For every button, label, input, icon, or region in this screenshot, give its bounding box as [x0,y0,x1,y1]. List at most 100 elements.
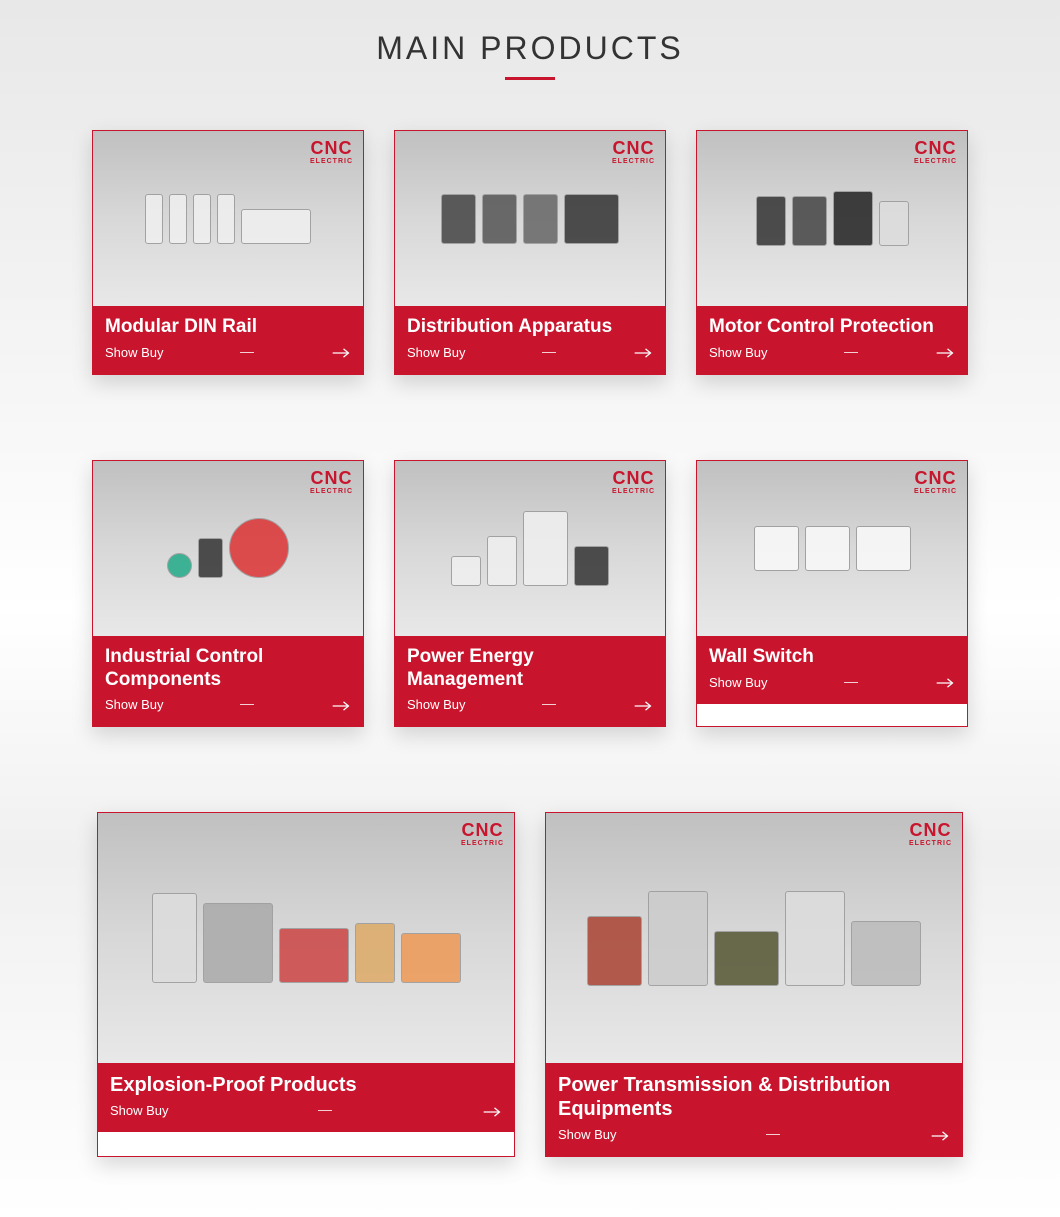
product-placeholder [451,511,609,586]
show-buy-label[interactable]: Show Buy [105,697,164,712]
card-action-row: Show Buy [709,345,955,360]
card-title: Power Energy Management [407,646,653,692]
product-card-power-transmission[interactable]: CNC ELECTRIC Power Transmission & Distri… [545,812,963,1157]
product-placeholder [756,191,909,246]
brand-sub: ELECTRIC [612,487,655,496]
arrow-right-icon[interactable] [331,346,351,358]
product-card-modular-din-rail[interactable]: CNC ELECTRIC Modular DIN Rail Show Buy [92,130,364,375]
product-placeholder [441,194,619,244]
product-card-distribution-apparatus[interactable]: CNC ELECTRIC Distribution Apparatus Show… [394,130,666,375]
card-title: Explosion-Proof Products [110,1073,502,1097]
brand-sub: ELECTRIC [909,839,952,848]
product-image: CNC ELECTRIC [98,813,514,1063]
dash-icon [844,352,858,353]
brand-sub: ELECTRIC [310,487,353,496]
arrow-right-icon[interactable] [482,1105,502,1117]
brand-logo: CNC ELECTRIC [310,469,353,496]
dash-icon [542,352,556,353]
card-title: Motor Control Protection [709,316,955,339]
dash-icon [844,682,858,683]
card-footer: Explosion-Proof Products Show Buy [98,1063,514,1132]
product-image: CNC ELECTRIC [93,461,363,636]
arrow-right-icon[interactable] [935,346,955,358]
card-title: Wall Switch [709,646,955,669]
arrow-right-icon[interactable] [633,699,653,711]
product-row-1: CNC ELECTRIC Modular DIN Rail Show Buy [0,130,1060,375]
dash-icon [318,1110,332,1111]
brand-main: CNC [914,139,957,157]
card-action-row: Show Buy [105,345,351,360]
brand-sub: ELECTRIC [612,157,655,166]
brand-main: CNC [909,821,952,839]
main-container: MAIN PRODUCTS CNC ELECTRIC Modular DIN R… [0,30,1060,1157]
brand-sub: ELECTRIC [461,839,504,848]
dash-icon [240,352,254,353]
product-image: CNC ELECTRIC [546,813,962,1063]
product-card-explosion-proof[interactable]: CNC ELECTRIC Explosion-Proof Products Sh… [97,812,515,1157]
show-buy-label[interactable]: Show Buy [105,345,164,360]
show-buy-label[interactable]: Show Buy [110,1103,169,1118]
brand-logo: CNC ELECTRIC [310,139,353,166]
brand-logo: CNC ELECTRIC [612,469,655,496]
brand-logo: CNC ELECTRIC [461,821,504,848]
brand-main: CNC [310,139,353,157]
card-action-row: Show Buy [407,697,653,712]
arrow-right-icon[interactable] [331,699,351,711]
card-title: Distribution Apparatus [407,316,653,339]
product-image: CNC ELECTRIC [395,461,665,636]
brand-logo: CNC ELECTRIC [914,469,957,496]
card-footer: Industrial Control Components Show Buy [93,636,363,727]
brand-main: CNC [612,139,655,157]
product-placeholder [152,893,461,983]
card-footer: Power Energy Management Show Buy [395,636,665,727]
product-image: CNC ELECTRIC [93,131,363,306]
brand-main: CNC [461,821,504,839]
card-title: Industrial Control Components [105,646,351,692]
arrow-right-icon[interactable] [930,1129,950,1141]
show-buy-label[interactable]: Show Buy [407,345,466,360]
brand-main: CNC [310,469,353,487]
arrow-right-icon[interactable] [633,346,653,358]
product-placeholder [145,194,311,244]
dash-icon [240,704,254,705]
show-buy-label[interactable]: Show Buy [709,675,768,690]
card-action-row: Show Buy [407,345,653,360]
title-underline [505,77,555,80]
product-card-industrial-control[interactable]: CNC ELECTRIC Industrial Control Componen… [92,460,364,728]
product-card-wall-switch[interactable]: CNC ELECTRIC Wall Switch Show Buy [696,460,968,728]
product-placeholder [167,518,289,578]
brand-main: CNC [612,469,655,487]
product-row-2: CNC ELECTRIC Industrial Control Componen… [0,460,1060,728]
card-action-row: Show Buy [105,697,351,712]
product-image: CNC ELECTRIC [697,461,967,636]
product-image: CNC ELECTRIC [697,131,967,306]
brand-logo: CNC ELECTRIC [914,139,957,166]
brand-logo: CNC ELECTRIC [612,139,655,166]
brand-sub: ELECTRIC [914,157,957,166]
card-footer: Modular DIN Rail Show Buy [93,306,363,374]
card-action-row: Show Buy [110,1103,502,1118]
product-placeholder [754,526,911,571]
dash-icon [766,1134,780,1135]
product-row-3: CNC ELECTRIC Explosion-Proof Products Sh… [0,812,1060,1157]
product-card-power-energy[interactable]: CNC ELECTRIC Power Energy Management Sho… [394,460,666,728]
brand-sub: ELECTRIC [914,487,957,496]
card-footer: Distribution Apparatus Show Buy [395,306,665,374]
card-footer: Wall Switch Show Buy [697,636,967,704]
product-card-motor-control[interactable]: CNC ELECTRIC Motor Control Protection Sh… [696,130,968,375]
brand-logo: CNC ELECTRIC [909,821,952,848]
dash-icon [542,704,556,705]
card-action-row: Show Buy [709,675,955,690]
show-buy-label[interactable]: Show Buy [407,697,466,712]
card-action-row: Show Buy [558,1127,950,1142]
card-footer: Power Transmission & Distribution Equipm… [546,1063,962,1156]
show-buy-label[interactable]: Show Buy [709,345,768,360]
arrow-right-icon[interactable] [935,676,955,688]
page-title: MAIN PRODUCTS [376,30,683,67]
show-buy-label[interactable]: Show Buy [558,1127,617,1142]
card-footer: Motor Control Protection Show Buy [697,306,967,374]
product-image: CNC ELECTRIC [395,131,665,306]
product-placeholder [587,891,921,986]
brand-main: CNC [914,469,957,487]
card-title: Power Transmission & Distribution Equipm… [558,1073,950,1121]
